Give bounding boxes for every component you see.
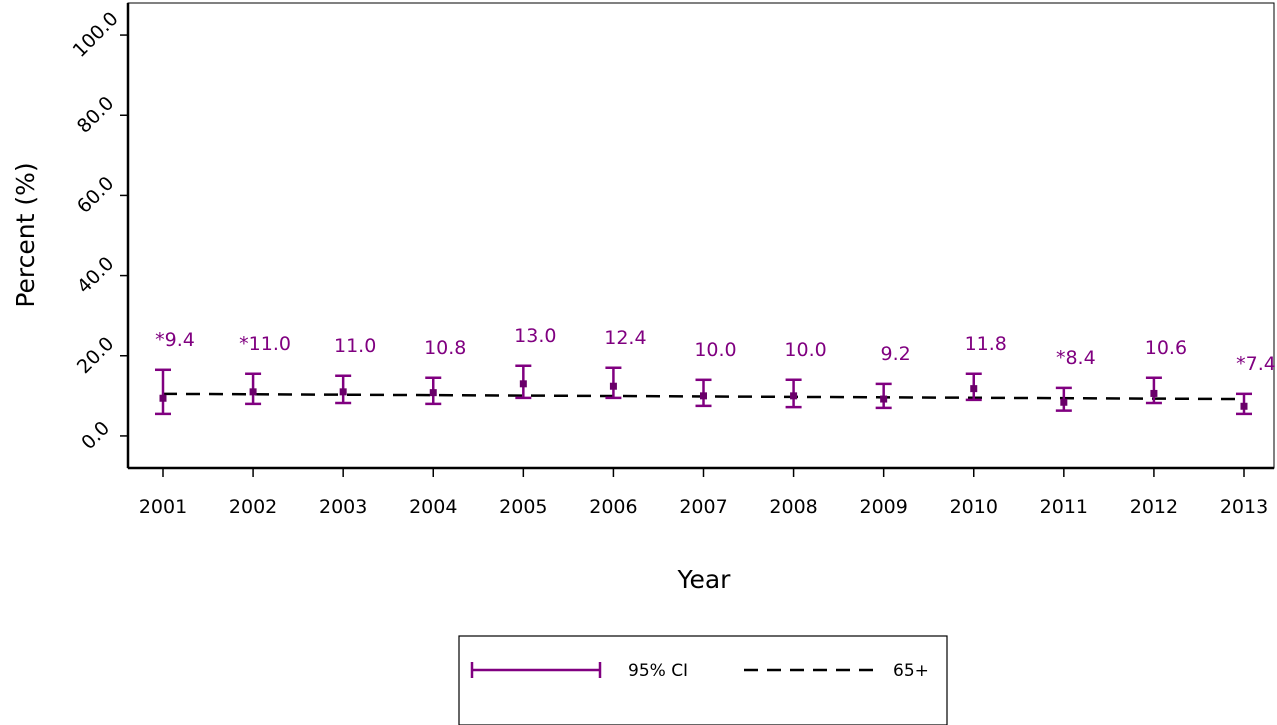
x-tick-label: 2010 [950, 496, 998, 518]
x-tick-label: 2008 [769, 496, 817, 518]
data-label: *7.4 [1236, 353, 1276, 375]
ci-mark [1055, 386, 1072, 412]
data-point [790, 392, 798, 400]
data-point [609, 382, 617, 390]
data-point [519, 380, 527, 388]
data-label: 11.8 [965, 333, 1007, 355]
data-point [1150, 389, 1158, 397]
ci-mark [1236, 392, 1252, 416]
ci-mark [875, 382, 892, 410]
y-tick-label: 60.0 [73, 172, 118, 217]
ci-mark [605, 366, 622, 400]
legend-box [458, 635, 948, 725]
x-tick-label: 2006 [589, 496, 637, 518]
ci-mark [425, 376, 442, 406]
data-label: 10.0 [784, 339, 826, 361]
x-tick-label: 2009 [859, 496, 907, 518]
data-label: 10.6 [1145, 337, 1187, 359]
data-label: 12.4 [604, 327, 646, 349]
x-tick-label: 2004 [409, 496, 457, 518]
x-tick-label: 2007 [679, 496, 727, 518]
legend: 95% CI 65+ [458, 635, 948, 725]
x-tick-label: 2002 [229, 496, 277, 518]
x-axis-title: Year [677, 565, 732, 594]
data-point [339, 388, 347, 396]
data-point [700, 392, 707, 400]
data-label: 10.0 [694, 339, 736, 361]
data-point [429, 389, 437, 397]
x-ticks: 2001 2002 2003 2004 2005 2006 2007 2008 2009 2010… [139, 468, 1268, 518]
y-tick-label: 40.0 [73, 252, 118, 297]
ci-mark [335, 374, 352, 405]
y-tick-label: 100.0 [69, 8, 123, 62]
data-point [249, 388, 257, 396]
data-point [1240, 402, 1248, 410]
x-tick-label: 2013 [1220, 496, 1268, 518]
data-label: 13.0 [514, 325, 556, 347]
ci-mark [695, 378, 712, 408]
plot-area [127, 2, 1275, 469]
y-tick-label: 0.0 [77, 417, 114, 454]
data-label: *11.0 [239, 333, 291, 355]
x-tick-label: 2001 [139, 496, 187, 518]
y-axis-title: Percent (%) [11, 162, 40, 307]
legend-ci-label: 95% CI [628, 661, 688, 681]
ci-layer [155, 364, 1252, 416]
ci-mark [155, 368, 171, 416]
data-label: 9.2 [881, 343, 911, 365]
ci-mark [515, 364, 532, 400]
data-point [159, 394, 167, 402]
data-label: *9.4 [155, 329, 195, 351]
data-labels: *9.4 *11.0 11.0 10.8 13.0 12.4 10.0 10.0 9.2 11.8… [155, 325, 1276, 375]
y-ticks: 0.0 20.0 40.0 60.0 80.0 100.0 [69, 8, 128, 454]
x-tick-label: 2005 [499, 496, 547, 518]
ci-mark [965, 372, 982, 402]
legend-ci-symbol [470, 662, 602, 678]
y-tick-label: 20.0 [73, 333, 118, 378]
x-tick-label: 2003 [319, 496, 367, 518]
data-label: *8.4 [1056, 347, 1096, 369]
x-tick-label: 2011 [1040, 496, 1088, 518]
x-tick-label: 2012 [1130, 496, 1178, 518]
ci-mark [1145, 376, 1162, 405]
data-point [970, 385, 978, 393]
ci-mark [245, 372, 262, 406]
data-label: 10.8 [424, 337, 466, 359]
y-tick-label: 80.0 [73, 92, 118, 137]
ci-mark [785, 378, 802, 409]
data-label: 11.0 [334, 335, 376, 357]
legend-trend-label: 65+ [893, 661, 929, 681]
data-point [1060, 398, 1068, 406]
data-point [880, 395, 888, 403]
